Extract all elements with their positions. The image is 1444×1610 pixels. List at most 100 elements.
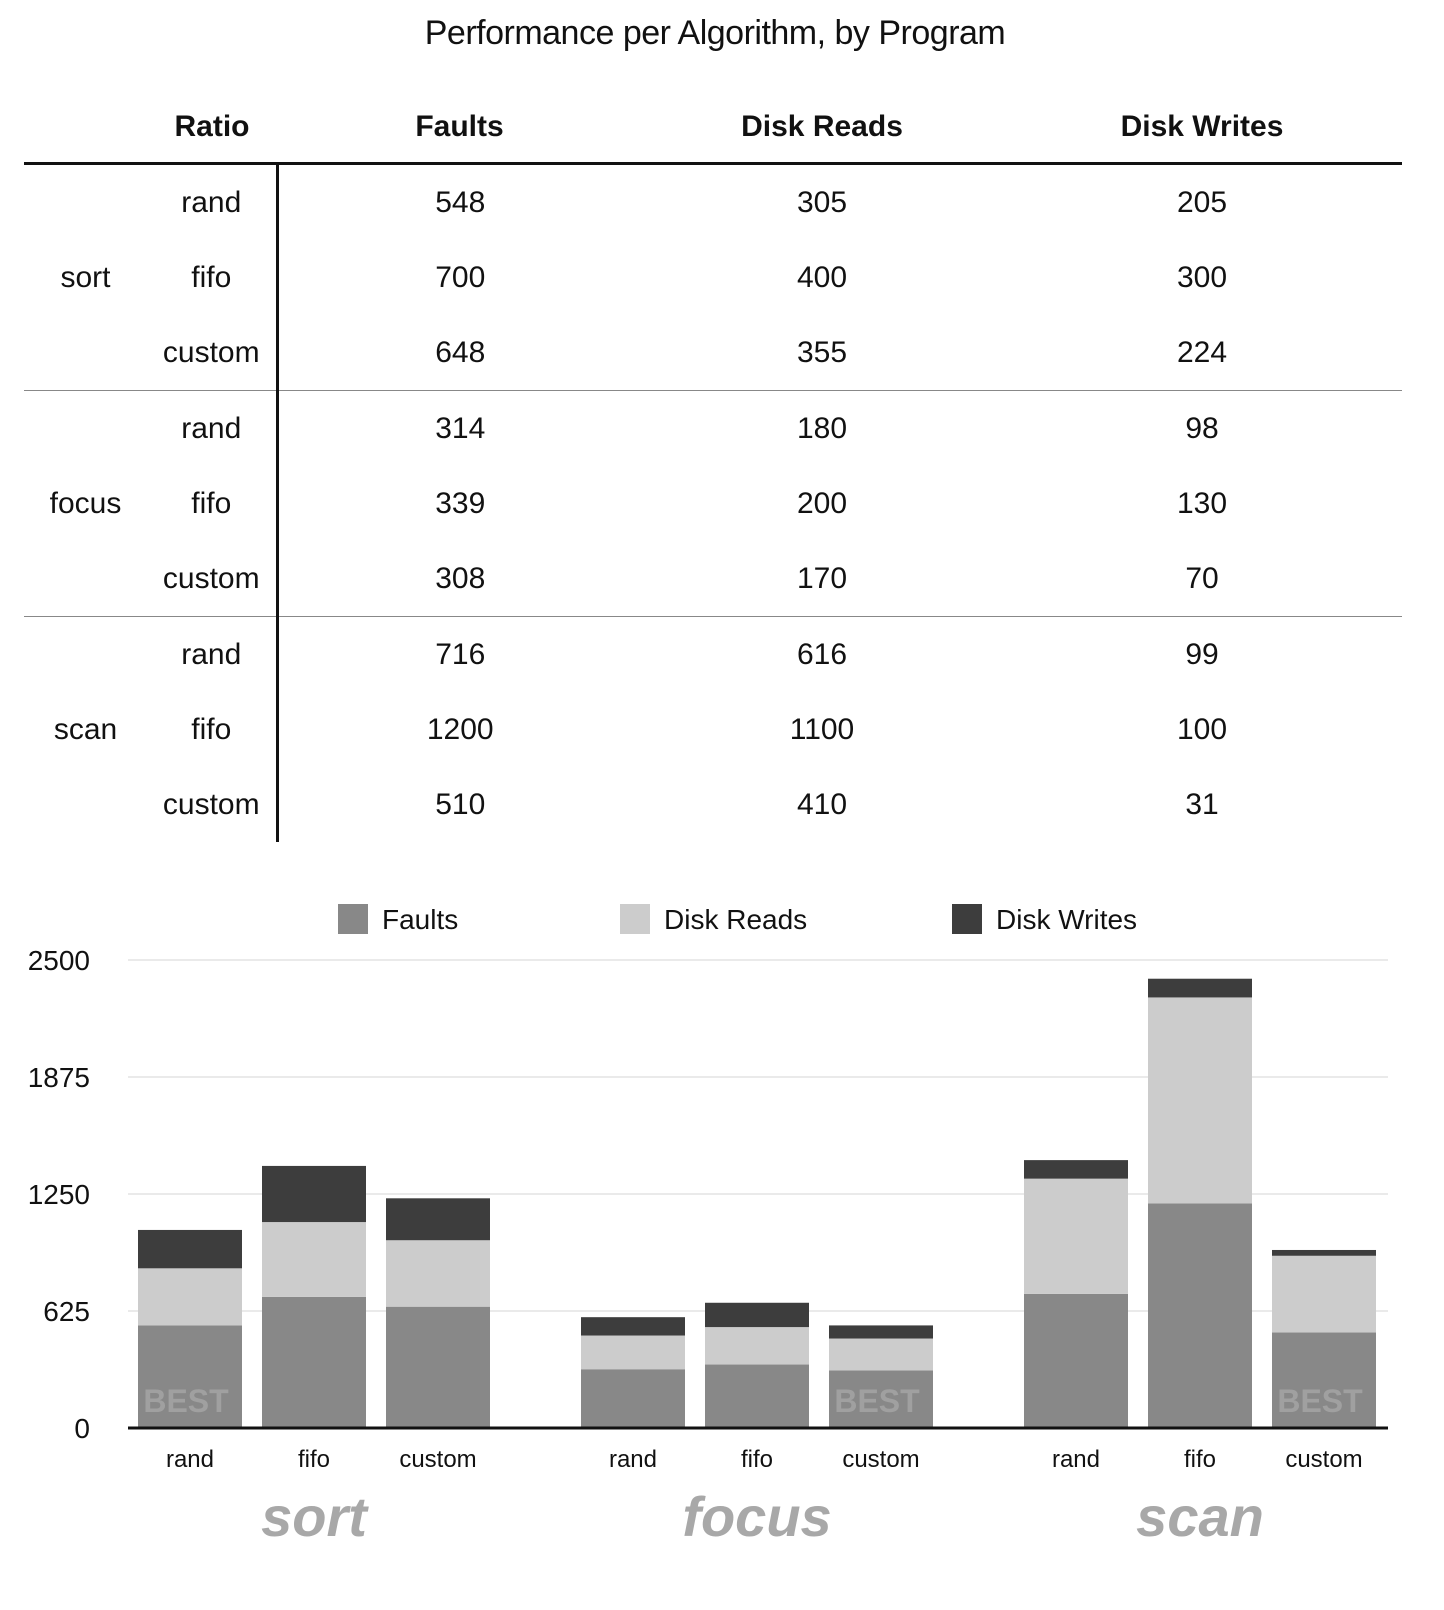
bar-segment — [386, 1198, 490, 1241]
bar-segment — [1148, 978, 1252, 998]
y-tick-label: 1875 — [28, 1062, 90, 1093]
legend-swatch — [952, 904, 982, 934]
bar-segment — [705, 1364, 809, 1428]
header-disk-reads: Disk Reads — [741, 110, 903, 143]
table-header-row: Ratio Faults Disk Reads Disk Writes — [24, 92, 1402, 164]
x-tick-label: rand — [1052, 1446, 1100, 1473]
program-label: scan — [24, 616, 147, 842]
bar-segment — [829, 1338, 933, 1371]
y-tick-label: 0 — [74, 1413, 90, 1444]
legend-label: Disk Writes — [996, 904, 1137, 935]
bar-segment — [138, 1325, 242, 1428]
faults-cell: 1200 — [426, 712, 494, 746]
header-blank — [24, 92, 147, 164]
faults-cell: 716 — [277, 616, 642, 692]
page-title: Performance per Algorithm, by Program — [424, 14, 1006, 52]
bar-segment — [829, 1325, 933, 1339]
algo-label: custom — [147, 541, 279, 617]
bar-segment — [386, 1240, 490, 1307]
writes-cell: 100 — [1176, 712, 1228, 746]
bar-segment — [1024, 1178, 1128, 1294]
table-row: sort rand 548 305 205 — [24, 163, 1402, 294]
x-tick-label: fifo — [298, 1446, 330, 1473]
bar-segment — [581, 1369, 685, 1428]
bar-segment — [1272, 1249, 1376, 1256]
algo-label: fifo — [147, 466, 279, 541]
table-row: custom 648 355 224 — [24, 315, 1402, 391]
reads-cell: 616 — [642, 616, 1002, 692]
writes-cell: 70 — [1185, 561, 1219, 595]
reads-cell: 1100 — [789, 712, 855, 746]
algo-label: fifo — [147, 240, 279, 315]
faults-cell: 700 — [435, 260, 486, 294]
performance-table: Ratio Faults Disk Reads Disk Writes sort… — [24, 92, 1402, 842]
bar-segment — [386, 1306, 490, 1428]
faults-cell: 314 — [277, 390, 642, 466]
table-group-sort: sort rand 548 305 205 fifo 700 400 300 c… — [24, 163, 1402, 391]
bar-segment — [1024, 1293, 1128, 1428]
x-tick-label: custom — [1285, 1446, 1362, 1473]
bar-segment — [581, 1317, 685, 1336]
faults-cell: 548 — [435, 185, 486, 219]
bar-segment — [138, 1268, 242, 1326]
table-row: fifo 339 200 130 — [24, 466, 1402, 541]
x-tick-label: rand — [166, 1446, 214, 1473]
header-disk-writes: Disk Writes — [1120, 110, 1284, 143]
legend-swatch — [620, 904, 650, 934]
algo-label: fifo — [147, 692, 279, 767]
table-row: custom 510 410 31 — [24, 767, 1402, 842]
writes-cell: 224 — [1176, 335, 1228, 369]
bar-segment — [138, 1229, 242, 1269]
group-label: sort — [261, 1485, 369, 1548]
y-tick-label: 625 — [43, 1296, 90, 1327]
table-group-focus: focus rand 314 180 98 fifo 339 200 130 c… — [24, 390, 1402, 617]
bar-segment — [262, 1222, 366, 1297]
header-faults: Faults — [415, 110, 504, 143]
algo-label: rand — [147, 390, 279, 466]
group-label: focus — [682, 1485, 831, 1548]
bar-segment — [1272, 1332, 1376, 1428]
reads-cell: 355 — [796, 335, 848, 369]
faults-cell: 339 — [435, 486, 486, 520]
legend-swatch — [338, 904, 368, 934]
reads-cell: 400 — [796, 260, 848, 294]
faults-cell: 308 — [435, 561, 486, 595]
table-group-scan: scan rand 716 616 99 fifo 1200 1100 100 … — [24, 616, 1402, 842]
bar-segment — [262, 1296, 366, 1428]
program-label: focus — [24, 390, 147, 617]
best-annotation: BEST — [143, 1383, 229, 1419]
table-row: scan rand 716 616 99 — [24, 616, 1402, 842]
y-tick-label: 1250 — [28, 1179, 90, 1210]
legend-label: Faults — [382, 904, 458, 935]
header-ratio: Ratio — [174, 110, 250, 143]
table-row: fifo 700 400 300 — [24, 240, 1402, 315]
bar-segment — [581, 1335, 685, 1370]
writes-cell: 31 — [1185, 787, 1219, 821]
algo-label: rand — [147, 616, 279, 692]
x-tick-label: fifo — [741, 1446, 773, 1473]
bar-segment — [1272, 1255, 1376, 1333]
bar-segment — [262, 1165, 366, 1223]
x-tick-label: fifo — [1184, 1446, 1216, 1473]
writes-cell: 99 — [1002, 616, 1402, 692]
bar-segment — [705, 1327, 809, 1365]
best-annotation: BEST — [1277, 1383, 1363, 1419]
table-row: fifo 1200 1100 100 — [24, 692, 1402, 767]
y-tick-label: 2500 — [28, 945, 90, 976]
bar-segment — [829, 1370, 933, 1428]
reads-cell: 170 — [796, 561, 848, 595]
x-tick-label: custom — [842, 1446, 919, 1473]
algo-label: custom — [147, 315, 279, 391]
bar-segment — [1148, 997, 1252, 1204]
best-annotation: BEST — [834, 1383, 920, 1419]
reads-cell: 305 — [796, 185, 848, 219]
algo-label: custom — [147, 767, 279, 842]
writes-cell: 130 — [1176, 486, 1228, 520]
group-label: scan — [1136, 1485, 1264, 1548]
table-row: custom 308 170 70 — [24, 541, 1402, 617]
legend-label: Disk Reads — [664, 904, 807, 935]
reads-cell: 410 — [796, 787, 848, 821]
stacked-bar-chart: 0 625 1250 1875 2500 Faults Disk Reads Disk Wri… — [28, 904, 1388, 1548]
reads-cell: 200 — [796, 486, 848, 520]
program-label: sort — [60, 260, 111, 294]
